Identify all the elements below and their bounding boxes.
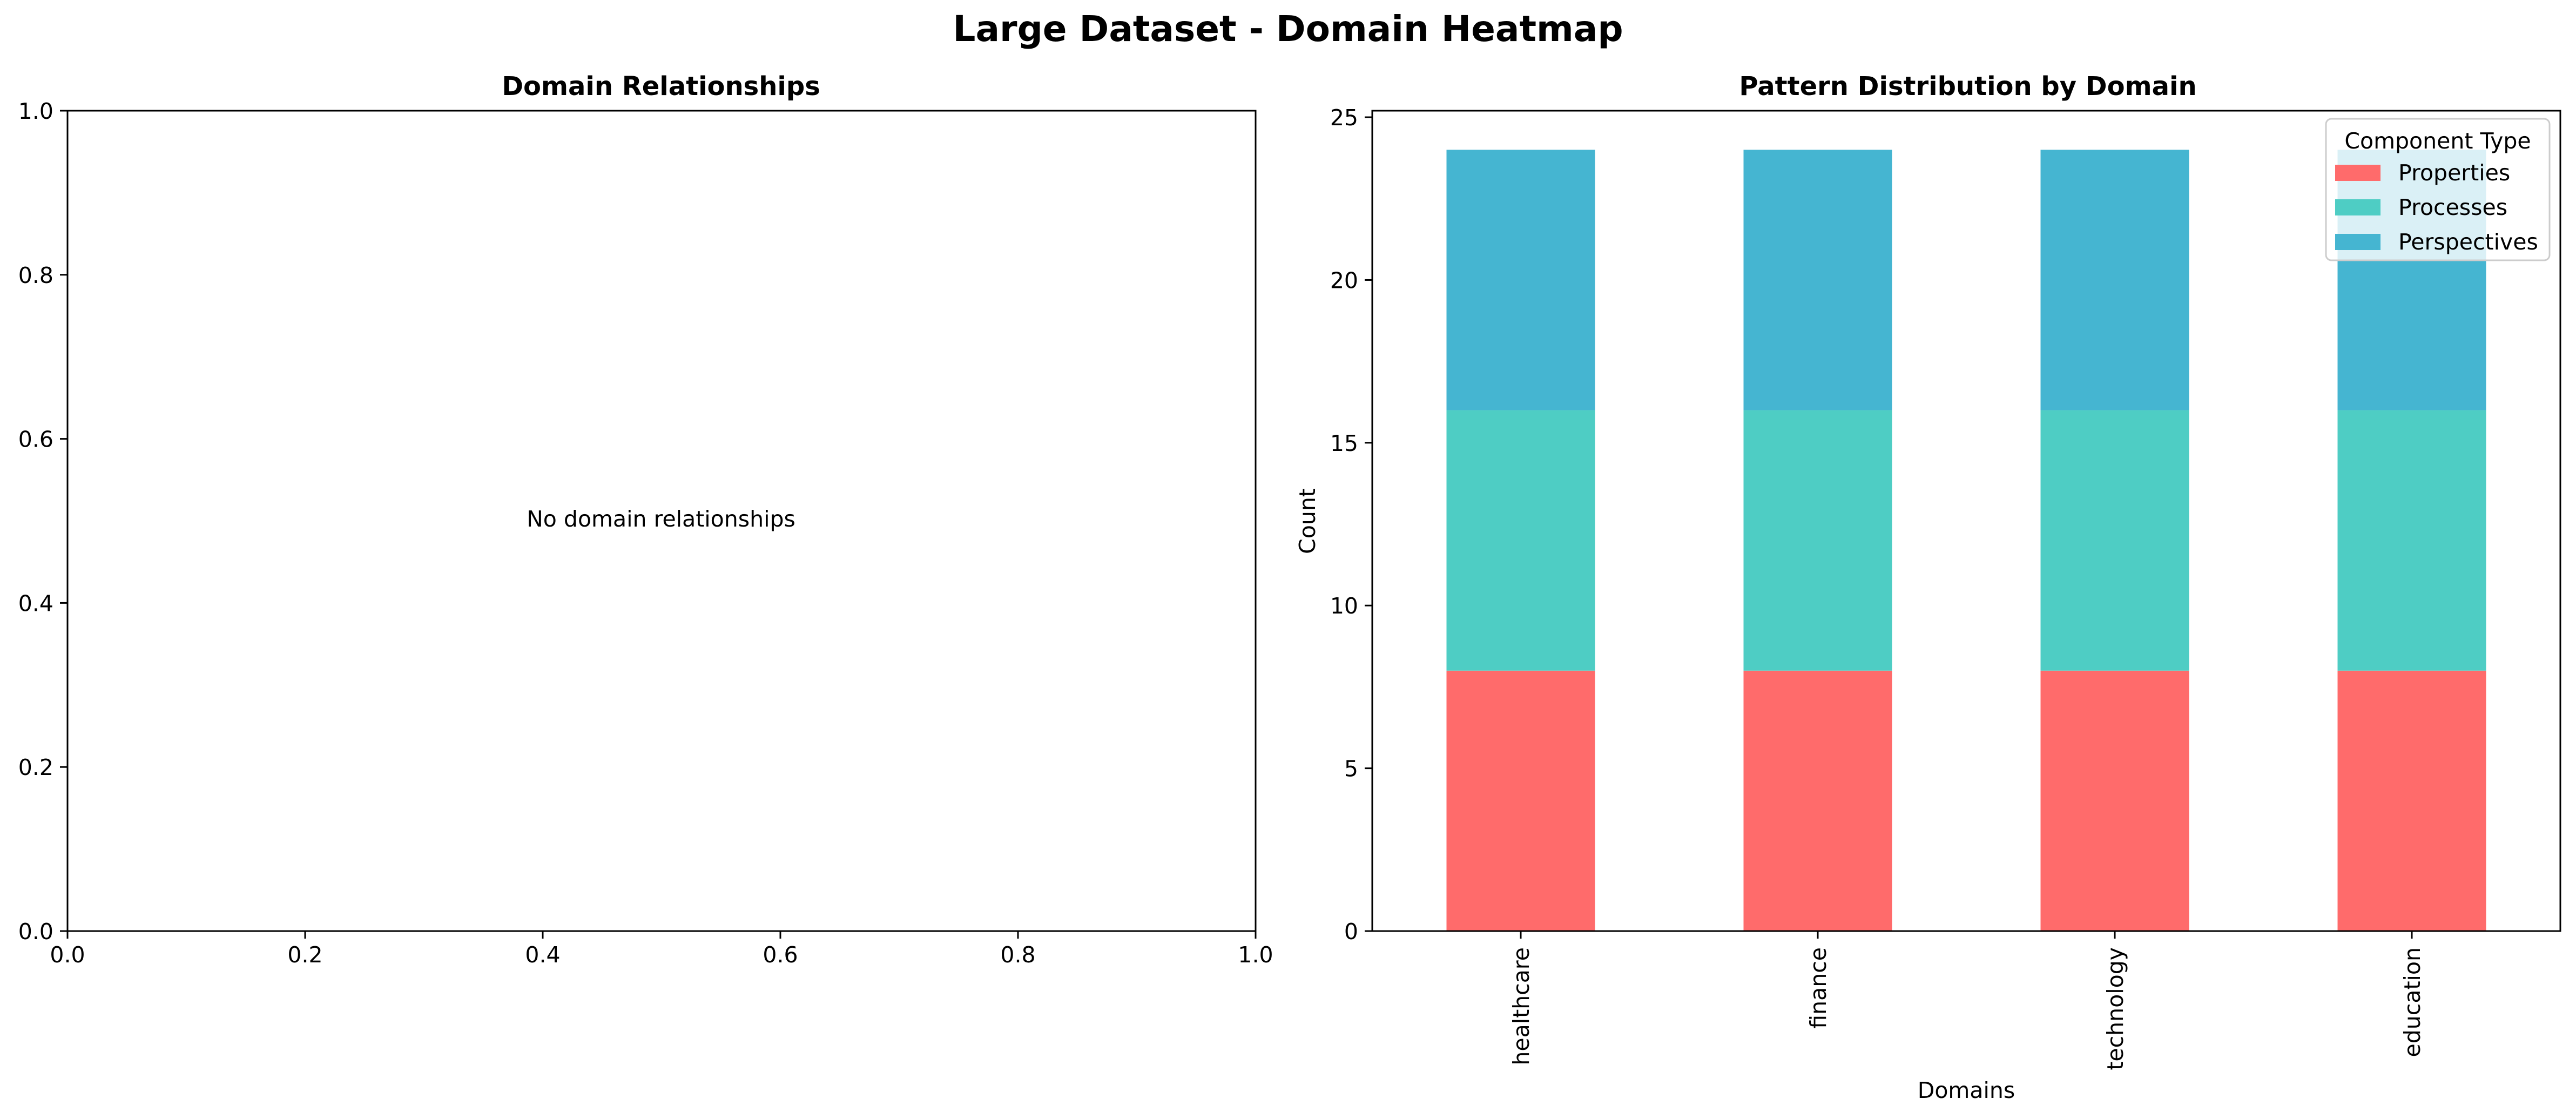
right-y-tick-label: 10: [1330, 593, 1358, 619]
right-y-tick-label: 15: [1330, 430, 1358, 456]
left-x-tick-label: 0.6: [763, 942, 798, 968]
right-y-axis: 0 5 10 15 20 25: [1330, 105, 1372, 945]
left-y-tick-label: 0.0: [18, 919, 53, 945]
legend-swatch-perspectives: [2335, 234, 2381, 250]
legend-items: Properties Processes Perspectives: [2335, 160, 2538, 255]
category-label-healthcare: healthcare: [1508, 947, 1534, 1066]
left-x-tick-label: 0.0: [50, 942, 85, 968]
legend-swatch-processes: [2335, 199, 2381, 215]
left-y-tick-label: 0.2: [18, 754, 53, 780]
category-label-finance: finance: [1805, 947, 1831, 1029]
figure-title: Large Dataset - Domain Heatmap: [953, 8, 1623, 50]
domain-relationships-panel: Domain Relationships 0.0 0.2 0.4 0.6 0.8 1.0 …: [18, 71, 1273, 968]
bar-finance-perspectives: [1743, 150, 1892, 410]
empty-state-message: No domain relationships: [527, 506, 795, 532]
legend-label-properties: Properties: [2398, 160, 2510, 186]
legend-label-processes: Processes: [2398, 194, 2507, 220]
legend-title: Component Type: [2344, 128, 2531, 154]
right-x-axis-label: Domains: [1918, 1077, 2015, 1103]
right-chart-title: Pattern Distribution by Domain: [1739, 71, 2196, 102]
left-x-tick-label: 0.4: [525, 942, 560, 968]
pattern-distribution-panel: Pattern Distribution by Domain healthcar…: [1294, 71, 2561, 1103]
left-x-tick-label: 0.8: [1000, 942, 1035, 968]
right-y-tick-label: 5: [1344, 756, 1358, 782]
bar-healthcare-properties: [1446, 670, 1595, 931]
bar-technology-processes: [2040, 410, 2189, 671]
left-y-tick-label: 1.0: [18, 98, 53, 124]
left-y-tick-label: 0.4: [18, 590, 53, 616]
bar-healthcare-processes: [1446, 410, 1595, 671]
left-y-tick-label: 0.8: [18, 262, 53, 288]
legend-box: [2325, 118, 2551, 261]
left-y-tick-label: 0.6: [18, 427, 53, 453]
legend-label-perspectives: Perspectives: [2398, 229, 2538, 255]
bar-education-properties: [2337, 670, 2486, 931]
right-y-tick-label: 25: [1330, 105, 1358, 131]
left-x-tick-label: 0.2: [287, 942, 322, 968]
category-label-technology: technology: [2102, 947, 2128, 1070]
left-x-axis: 0.0 0.2 0.4 0.6 0.8 1.0: [50, 931, 1273, 968]
bar-education-processes: [2337, 410, 2486, 671]
bar-finance-properties: [1743, 670, 1892, 931]
bar-technology-perspectives: [2040, 150, 2189, 410]
right-y-tick-label: 20: [1330, 267, 1358, 293]
bar-finance-processes: [1743, 410, 1892, 671]
bar-healthcare-perspectives: [1446, 150, 1595, 410]
right-x-axis: healthcare finance technology education: [1508, 931, 2425, 1070]
category-label-education: education: [2399, 947, 2425, 1057]
legend: Component Type Properties Processes Perspe…: [2325, 118, 2551, 261]
left-plot-frame: [66, 110, 1257, 932]
bar-technology-properties: [2040, 670, 2189, 931]
stacked-bars: [1446, 150, 2486, 931]
left-chart-title: Domain Relationships: [502, 71, 820, 102]
left-y-axis: 0.0 0.2 0.4 0.6 0.8 1.0: [18, 98, 68, 945]
right-y-axis-label: Count: [1294, 488, 1320, 554]
right-y-tick-label: 0: [1344, 919, 1358, 945]
right-plot-frame: [1371, 110, 2561, 932]
left-x-tick-label: 1.0: [1238, 942, 1273, 968]
legend-swatch-properties: [2335, 165, 2381, 181]
